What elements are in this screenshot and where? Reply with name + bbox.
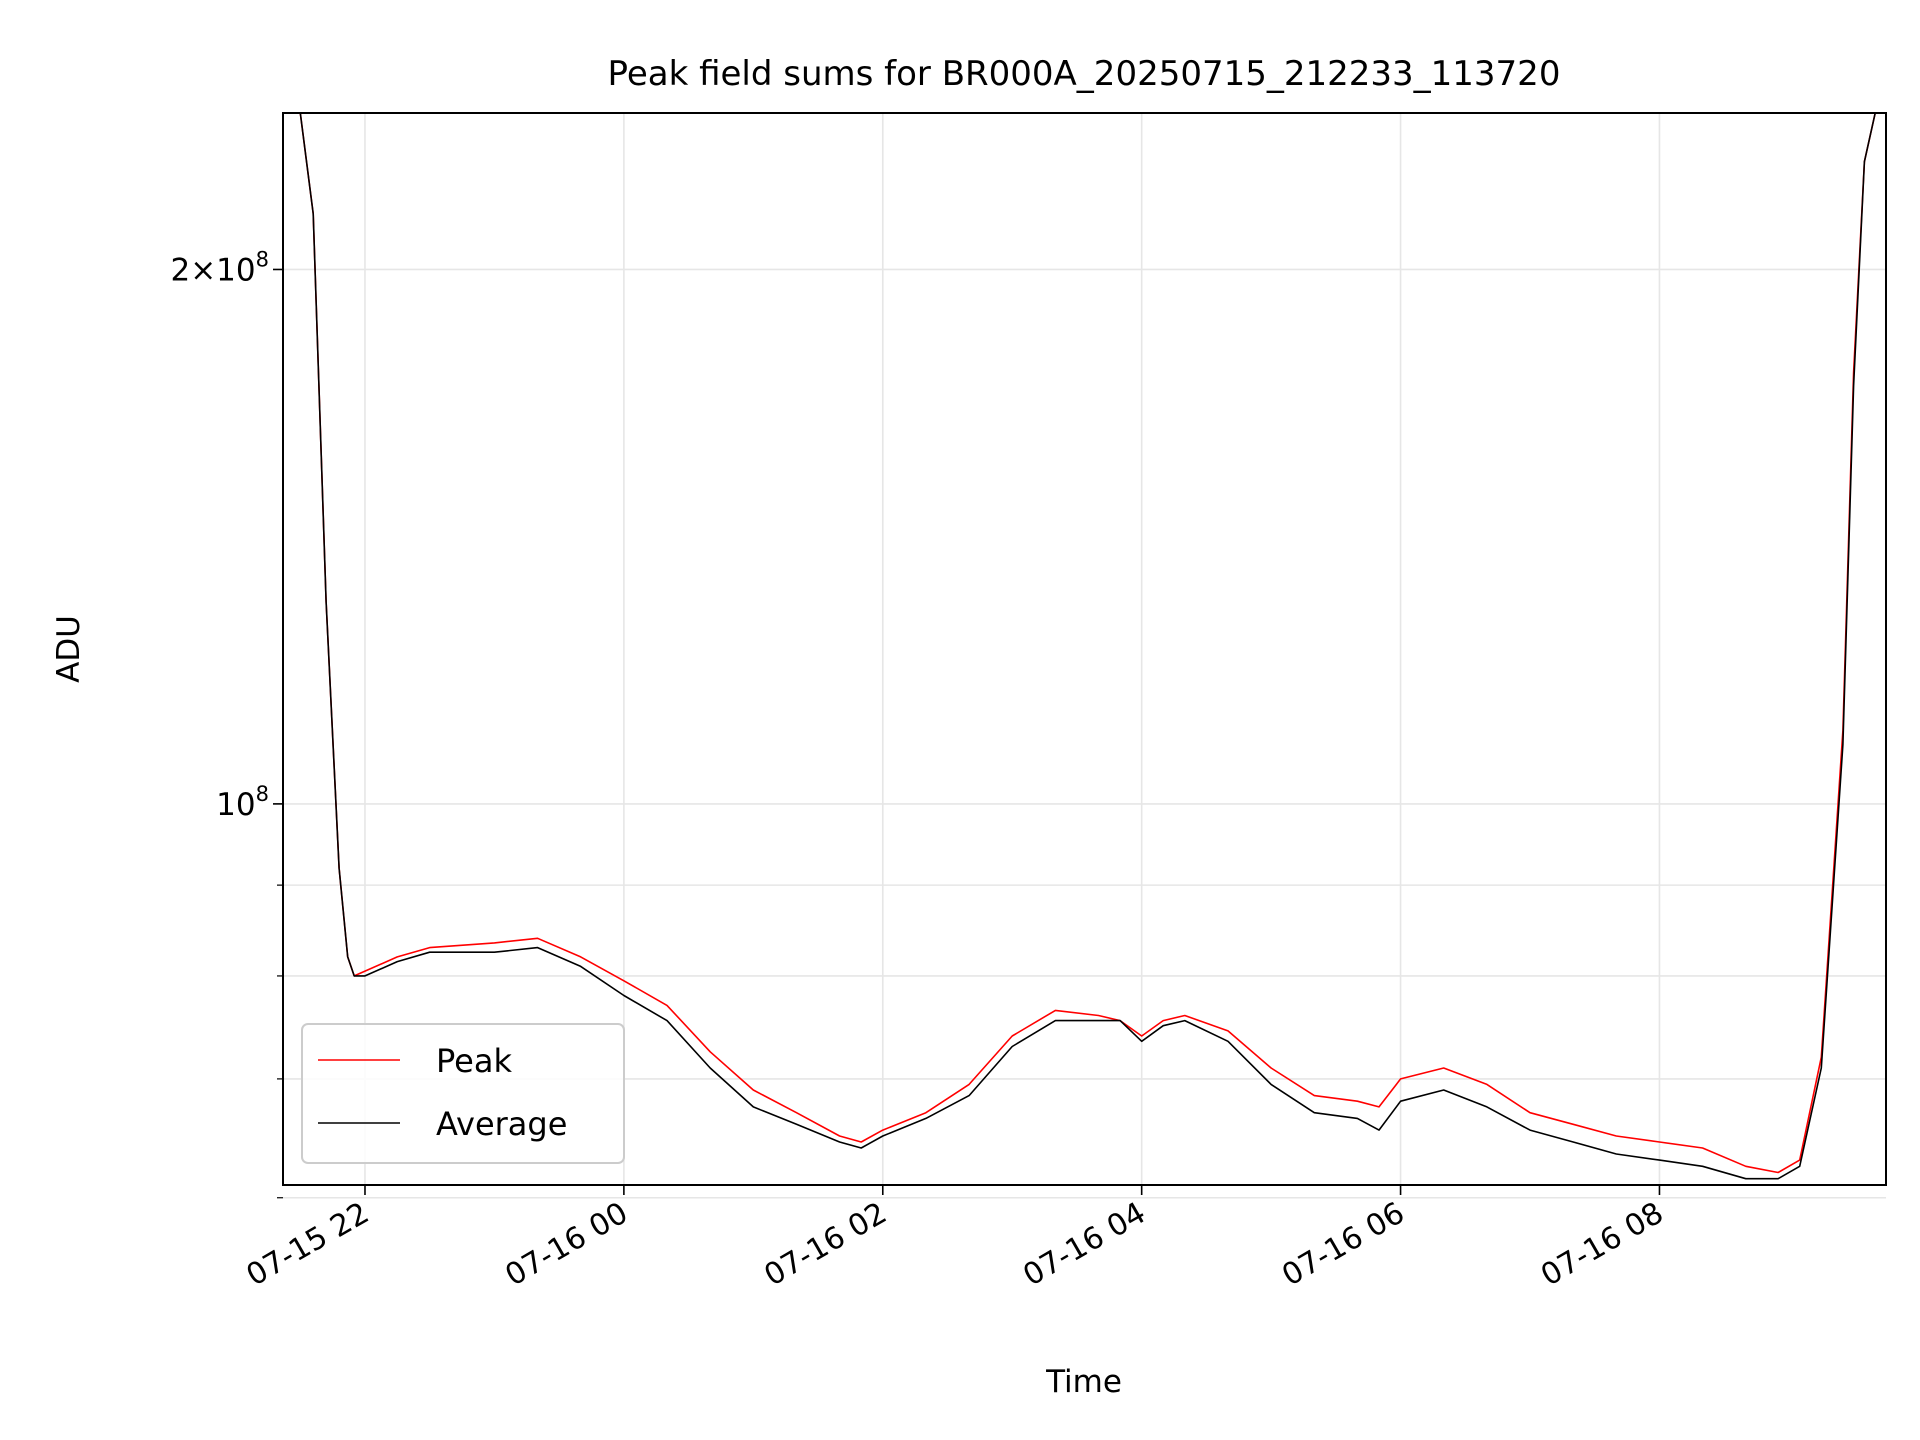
- series-layer: [283, 112, 1886, 1180]
- series-line-peak: [283, 112, 1886, 1174]
- y-tick-label: 2×108: [170, 247, 269, 288]
- legend-label-peak: Peak: [436, 1042, 512, 1080]
- x-axis-label: Time: [1045, 1364, 1122, 1400]
- legend: Peak Average: [301, 1023, 625, 1164]
- y-axis: 108 2×108: [170, 247, 283, 1199]
- chart-title: Peak field sums for BR000A_20250715_2122…: [608, 54, 1561, 94]
- legend-label-average: Average: [436, 1105, 567, 1143]
- y-axis-label: ADU: [51, 615, 87, 683]
- legend-box: [301, 1023, 625, 1164]
- series-line-average: [283, 112, 1886, 1180]
- y-tick-label: 108: [216, 782, 269, 823]
- plot-frame: [282, 112, 1887, 1186]
